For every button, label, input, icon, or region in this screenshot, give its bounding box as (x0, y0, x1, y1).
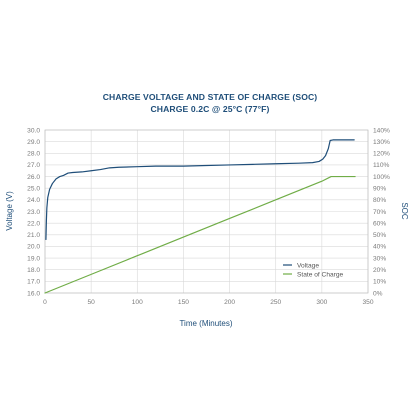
y-tick-label: 26.0 (27, 174, 40, 181)
y2-tick-label: 80% (373, 197, 386, 204)
x-tick-label: 150 (178, 299, 189, 306)
y-tick-label: 25.0 (27, 186, 40, 193)
y2-tick-label: 60% (373, 220, 386, 227)
y2-tick-label: 40% (373, 244, 386, 251)
y-tick-label: 22.0 (27, 220, 40, 227)
legend: Voltage State of Charge (283, 262, 344, 278)
y2-tick-label: 90% (373, 186, 386, 193)
x-tick-label: 200 (224, 299, 235, 306)
x-tick-label: 50 (87, 299, 95, 306)
y2-tick-label: 0% (373, 290, 383, 297)
y2-tick-label: 130% (373, 139, 390, 146)
y-tick-label: 21.0 (27, 232, 40, 239)
y-tick-label: 24.0 (27, 197, 40, 204)
chart-title: CHARGE VOLTAGE AND STATE OF CHARGE (SOC) (103, 92, 318, 102)
y2-tick-label: 140% (373, 127, 390, 134)
y-tick-label: 17.0 (27, 279, 40, 286)
series-layer (44, 139, 356, 294)
plot-frame (44, 129, 369, 294)
chart-subtitle: CHARGE 0.2C @ 25°C (77°F) (151, 104, 270, 114)
x-tick-label: 0 (43, 299, 47, 306)
y-tick-label: 18.0 (27, 267, 40, 274)
x-tick-label: 250 (270, 299, 281, 306)
y2-tick-label: 10% (373, 279, 386, 286)
legend-label: State of Charge (297, 271, 344, 278)
x-axis-ticks: 0 50 100 150 200 250 300 350 (43, 299, 374, 306)
y2-tick-label: 110% (373, 162, 390, 169)
y2-axis-label: SOC (400, 202, 409, 220)
y2-tick-label: 20% (373, 267, 386, 274)
y-tick-label: 30.0 (27, 127, 40, 134)
y2-tick-label: 70% (373, 209, 386, 216)
y-tick-label: 27.0 (27, 162, 40, 169)
y-tick-label: 29.0 (27, 139, 40, 146)
series-line-state-of-charge (44, 175, 356, 294)
grid (44, 129, 369, 294)
x-tick-label: 300 (316, 299, 327, 306)
x-axis-label: Time (Minutes) (179, 319, 232, 328)
y2-axis-ticks: 0% 10% 20% 30% 40% 50% 60% 70% 80% 90% 100% 110% 120… (373, 127, 390, 297)
y-axis-ticks: 16.0 17.0 18.0 19.0 20.0 21.0 22.0 23.0 24.0 25.0… (27, 127, 40, 297)
x-tick-label: 350 (362, 299, 373, 306)
y2-tick-label: 100% (373, 174, 390, 181)
y2-tick-label: 30% (373, 255, 386, 262)
y-tick-label: 20.0 (27, 244, 40, 251)
y-tick-label: 16.0 (27, 290, 40, 297)
y-axis-label: Voltage (V) (5, 191, 14, 231)
y-tick-label: 28.0 (27, 151, 40, 158)
legend-label: Voltage (297, 262, 319, 269)
y-tick-label: 23.0 (27, 209, 40, 216)
series-line-voltage (45, 139, 355, 241)
y2-tick-label: 120% (373, 151, 390, 158)
x-tick-label: 100 (132, 299, 143, 306)
y2-tick-label: 50% (373, 232, 386, 239)
y-tick-label: 19.0 (27, 255, 40, 262)
